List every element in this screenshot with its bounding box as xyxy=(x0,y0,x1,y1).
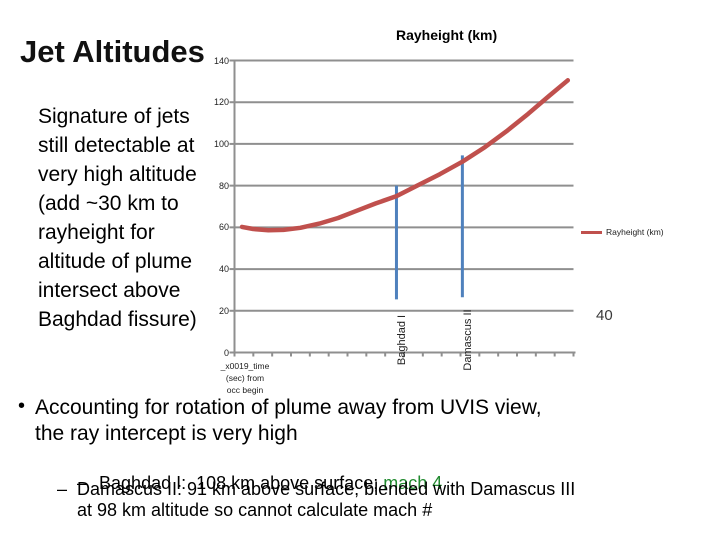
x-axis-label: _x0019_time (sec) from occ begin xyxy=(220,361,270,395)
annotation-label-baghdad-i: Baghdad I xyxy=(396,314,409,366)
y-tick-label: 40 xyxy=(218,264,229,275)
bullet-sub-baghdad-text: Baghdad I: 108 km above surface; xyxy=(99,473,384,493)
bullet-main-text: Accounting for rotation of plume away fr… xyxy=(35,396,542,445)
left-text-block: Signature of jets still detectable at ve… xyxy=(38,105,197,331)
bullet-main: • Accounting for rotation of plume away … xyxy=(18,395,542,447)
bullet-sub-damascus: – Damascus II: 91 km above surface, blen… xyxy=(57,479,575,521)
y-tick-label: 140 xyxy=(213,55,229,66)
chart-legend: Rayheight (km) xyxy=(581,227,664,237)
annotation-label-damascus-ii: Damascus II xyxy=(462,309,475,371)
y-tick-label: 20 xyxy=(218,305,229,316)
y-tick-label: 120 xyxy=(213,97,229,108)
dash-marker: – xyxy=(57,479,68,499)
chart-title: Rayheight (km) xyxy=(396,27,498,43)
y-tick-label: 100 xyxy=(213,138,229,149)
bullet-sub-baghdad: – Baghdad I: 108 km above surface; mach 4 xyxy=(57,452,442,515)
slide-title: Jet Altitudes xyxy=(20,34,205,69)
bullet-marker: • xyxy=(18,395,26,417)
dash-marker: – xyxy=(77,473,88,493)
legend-label: Rayheight (km) xyxy=(606,227,664,237)
stray-label-40: 40 xyxy=(596,307,613,324)
y-tick-label: 0 xyxy=(223,347,229,358)
y-tick-label: 80 xyxy=(218,180,229,191)
y-tick-label: 60 xyxy=(218,222,229,233)
bullet-sub-damascus-text: Damascus II: 91 km above surface, blende… xyxy=(77,479,576,520)
legend-line-swatch xyxy=(581,230,602,234)
bullet-sub-baghdad-highlight: mach 4 xyxy=(383,473,443,493)
